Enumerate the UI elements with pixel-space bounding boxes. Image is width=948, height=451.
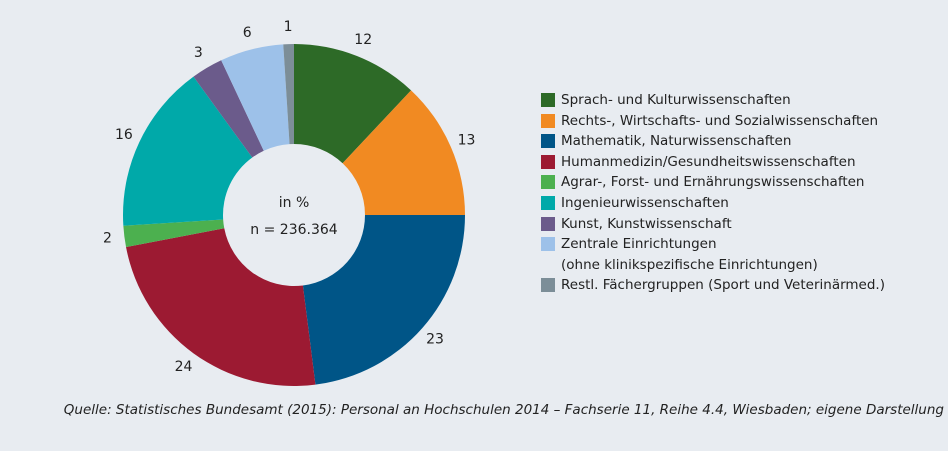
- legend-swatch: [541, 175, 555, 190]
- value-label: 6: [243, 25, 252, 41]
- legend-item: Agrar-, Forst- und Ernährungswissenschaf…: [541, 172, 885, 193]
- legend-item: Mathematik, Naturwissenschaften: [541, 131, 885, 152]
- slice: [126, 228, 316, 386]
- legend-item: Rechts-, Wirtschafts- und Sozialwissensc…: [541, 111, 885, 132]
- value-label: 24: [175, 359, 193, 375]
- slice: [123, 219, 225, 248]
- legend-item: Humanmedizin/Gesundheitswissenschaften: [541, 152, 885, 173]
- slice: [342, 90, 465, 215]
- legend-swatch: [541, 195, 555, 210]
- legend-label: Agrar-, Forst- und Ernährungswissenschaf…: [561, 174, 865, 191]
- value-label: 16: [115, 127, 133, 143]
- legend-label: Sprach- und Kulturwissenschaften: [561, 92, 791, 108]
- value-label: 23: [426, 331, 444, 347]
- value-label: 3: [194, 45, 203, 61]
- slice: [302, 215, 465, 385]
- slice: [294, 44, 412, 164]
- legend-label: Restl. Fächergruppen (Sport und Veterinä…: [561, 277, 885, 294]
- value-label: 13: [458, 132, 476, 148]
- legend-swatch: [541, 216, 555, 231]
- legend-label: Zentrale Einrichtungen (ohne klinikspezi…: [561, 236, 818, 273]
- legend-item: Zentrale Einrichtungen (ohne klinikspezi…: [541, 234, 885, 275]
- value-label: 12: [354, 32, 372, 48]
- legend-label: Ingenieurwissenschaften: [561, 194, 729, 211]
- legend: Sprach- und Kulturwissenschaften Rechts-,…: [541, 90, 885, 296]
- legend-swatch: [541, 237, 555, 252]
- source: Quelle: Statistisches Bundesamt (2015): …: [63, 402, 944, 418]
- legend-swatch: [541, 134, 555, 149]
- legend-item: Kunst, Kunstwissenschaft: [541, 214, 885, 235]
- legend-swatch: [541, 93, 555, 107]
- legend-item: Sprach- und Kulturwissenschaften: [541, 90, 885, 111]
- legend-swatch: [541, 278, 555, 293]
- legend-item: Ingenieurwissenschaften: [541, 193, 885, 214]
- legend-swatch: [541, 154, 555, 169]
- slice: [193, 60, 264, 158]
- center-text: n = 236.364: [250, 222, 337, 238]
- slice: [221, 44, 290, 151]
- legend-label: Rechts-, Wirtschafts- und Sozialwissensc…: [561, 112, 879, 129]
- legend-item: Restl. Fächergruppen (Sport und Veterinä…: [541, 275, 885, 296]
- value-label: 1: [284, 19, 293, 35]
- value-label: 2: [103, 231, 112, 247]
- legend-swatch: [541, 113, 555, 128]
- legend-label: Humanmedizin/Gesundheitswissenschaften: [561, 153, 856, 170]
- slice: [122, 76, 253, 226]
- slice: [283, 44, 294, 145]
- center-text: in %: [279, 195, 310, 211]
- legend-label: Mathematik, Naturwissenschaften: [561, 133, 792, 150]
- legend-label: Kunst, Kunstwissenschaft: [561, 215, 732, 232]
